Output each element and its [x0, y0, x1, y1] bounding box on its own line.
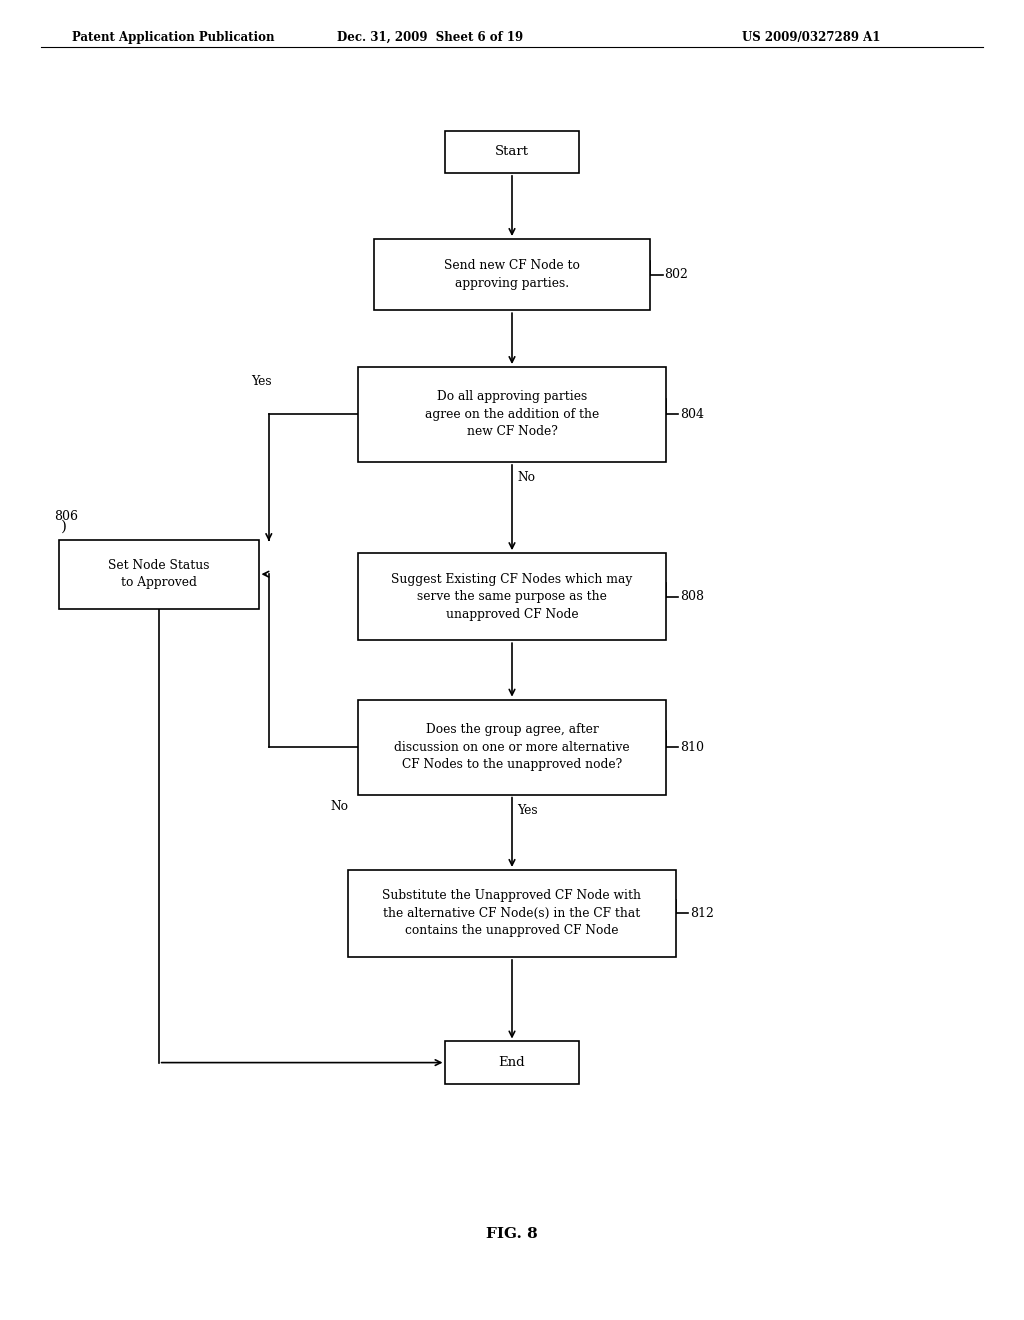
Text: 804: 804 — [680, 408, 703, 421]
FancyBboxPatch shape — [374, 239, 650, 310]
Text: No: No — [517, 471, 536, 484]
Text: Dec. 31, 2009  Sheet 6 of 19: Dec. 31, 2009 Sheet 6 of 19 — [337, 32, 523, 44]
FancyBboxPatch shape — [58, 540, 258, 609]
Text: Start: Start — [495, 145, 529, 158]
Text: 808: 808 — [680, 590, 703, 603]
Text: 802: 802 — [665, 268, 688, 281]
Text: Does the group agree, after
discussion on one or more alternative
CF Nodes to th: Does the group agree, after discussion o… — [394, 723, 630, 771]
Text: Yes: Yes — [517, 804, 538, 817]
Text: Send new CF Node to
approving parties.: Send new CF Node to approving parties. — [444, 259, 580, 290]
Text: 812: 812 — [690, 907, 714, 920]
Text: Patent Application Publication: Patent Application Publication — [72, 32, 274, 44]
Text: US 2009/0327289 A1: US 2009/0327289 A1 — [742, 32, 881, 44]
Text: 806: 806 — [53, 510, 78, 523]
Text: Suggest Existing CF Nodes which may
serve the same purpose as the
unapproved CF : Suggest Existing CF Nodes which may serv… — [391, 573, 633, 620]
Text: End: End — [499, 1056, 525, 1069]
Text: Set Node Status
to Approved: Set Node Status to Approved — [108, 558, 210, 590]
Text: No: No — [330, 800, 348, 813]
FancyBboxPatch shape — [445, 1041, 579, 1084]
FancyBboxPatch shape — [358, 700, 666, 795]
FancyBboxPatch shape — [445, 131, 579, 173]
Text: 810: 810 — [680, 741, 703, 754]
FancyBboxPatch shape — [358, 367, 666, 462]
Text: Do all approving parties
agree on the addition of the
new CF Node?: Do all approving parties agree on the ad… — [425, 391, 599, 438]
Text: ): ) — [61, 520, 67, 533]
Text: Yes: Yes — [251, 375, 271, 388]
FancyBboxPatch shape — [348, 870, 676, 957]
FancyBboxPatch shape — [358, 553, 666, 640]
Text: Substitute the Unapproved CF Node with
the alternative CF Node(s) in the CF that: Substitute the Unapproved CF Node with t… — [383, 890, 641, 937]
Text: FIG. 8: FIG. 8 — [486, 1228, 538, 1241]
